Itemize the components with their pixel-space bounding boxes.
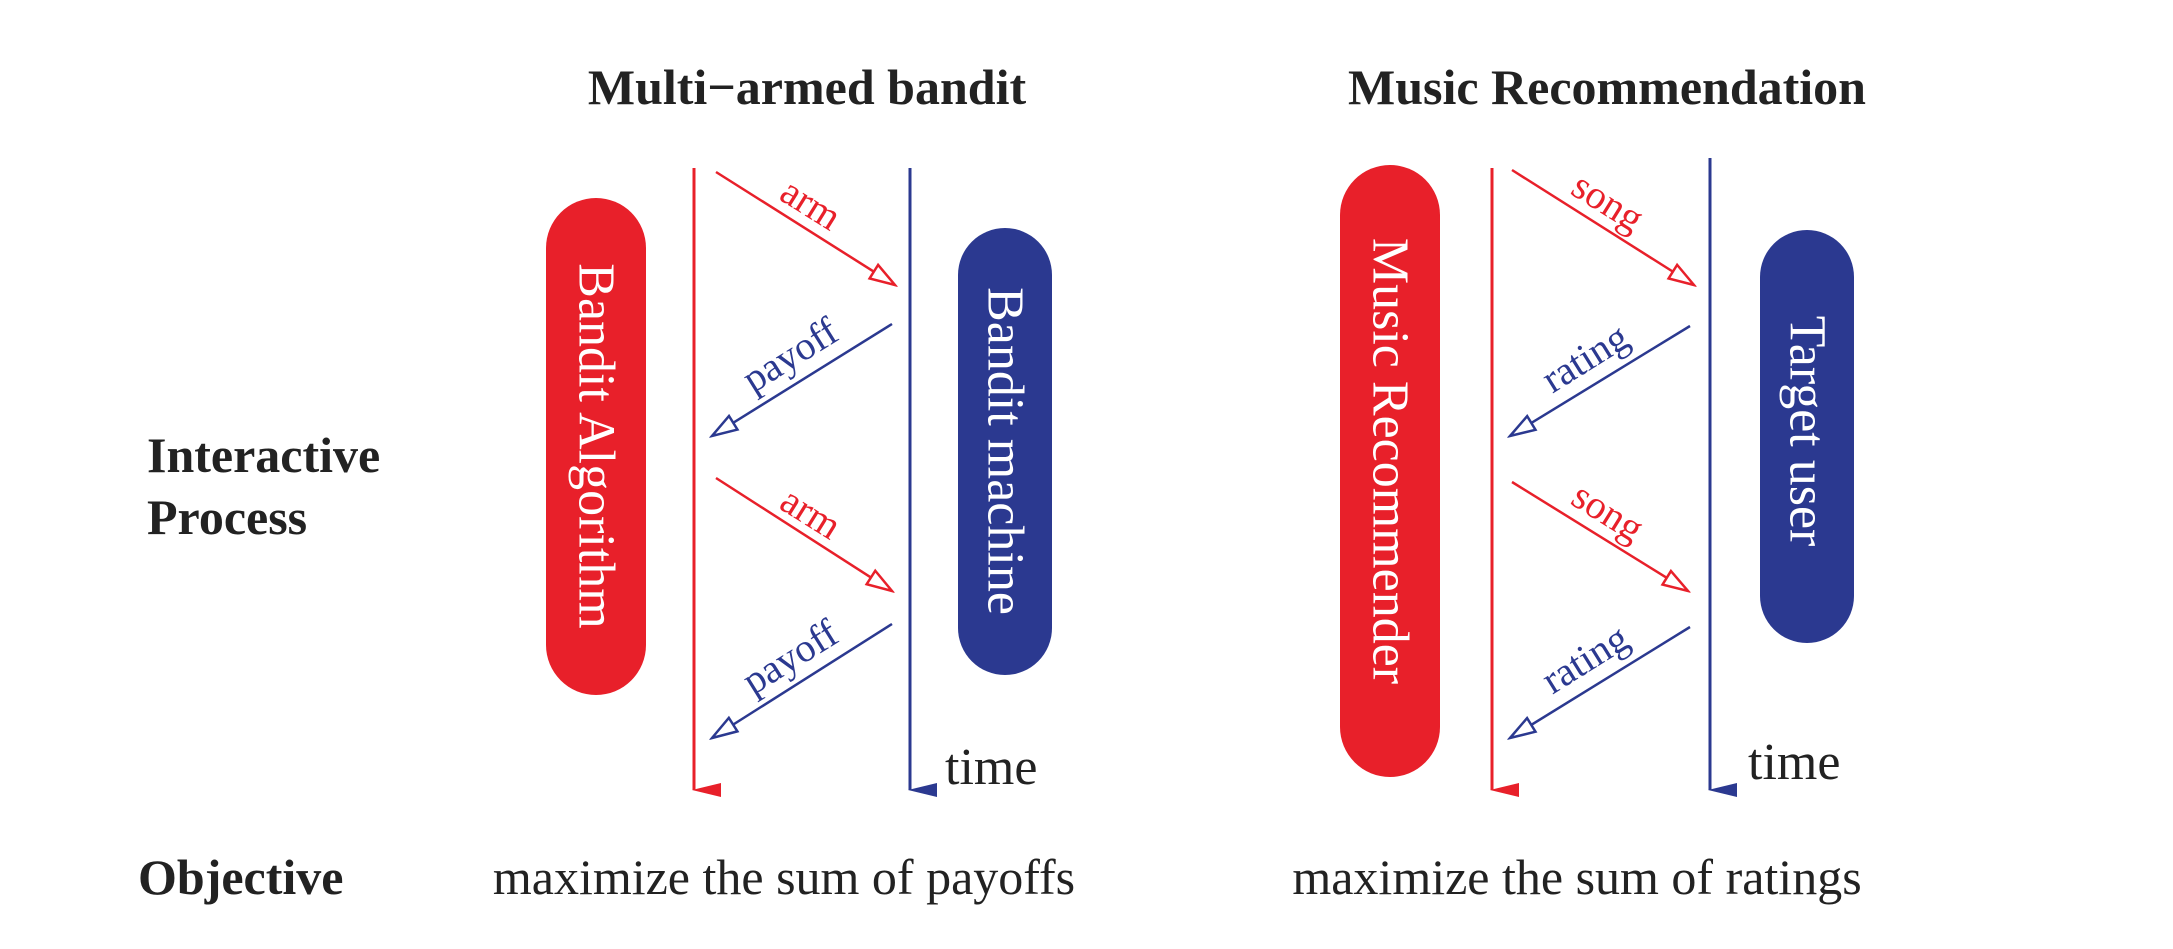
row-label-interactive: Interactive <box>147 427 380 483</box>
rating-arrow-2 <box>1510 625 1691 738</box>
right-panel: Music Recommender Target user time song … <box>1292 158 1862 905</box>
left-panel: Bandit Algorithm Bandit machine time arm… <box>493 168 1075 905</box>
agent-pill-music-recommender <box>1340 165 1440 777</box>
arm-label-2: arm <box>773 477 850 548</box>
time-label: time <box>945 739 1037 796</box>
rating-arrow-1 <box>1510 324 1691 436</box>
row-label-objective: Objective <box>138 849 343 905</box>
agent-pill-bandit-algorithm <box>546 198 646 695</box>
agent-label-bandit-algorithm: Bandit Algorithm <box>568 263 625 628</box>
song-arrow-2 <box>1511 480 1688 591</box>
arm-arrow-1 <box>715 170 895 285</box>
objective-right: maximize the sum of ratings <box>1292 849 1861 905</box>
rating-label-2: rating <box>1533 615 1636 703</box>
payoff-arrow-1 <box>712 322 893 436</box>
agent-label-music-recommender: Music Recommender <box>1362 238 1419 684</box>
environment-pill-target-user <box>1760 230 1854 643</box>
environment-label-target-user: Target user <box>1779 316 1836 547</box>
objective-left: maximize the sum of payoffs <box>493 849 1075 905</box>
song-arrow-1 <box>1511 168 1694 285</box>
arm-label-1: arm <box>773 168 850 239</box>
payoff-arrow-2 <box>712 622 893 738</box>
arm-arrow-2 <box>715 476 892 591</box>
environment-label-bandit-machine: Bandit machine <box>977 287 1034 615</box>
heading-multi-armed-bandit: Multi−armed bandit <box>588 59 1027 115</box>
song-label-2: song <box>1564 472 1652 550</box>
heading-music-recommendation: Music Recommendation <box>1348 59 1866 115</box>
rating-label-1: rating <box>1533 314 1636 402</box>
row-label-process: Process <box>147 489 307 545</box>
time-label: time <box>1748 734 1840 791</box>
environment-pill-bandit-machine <box>958 228 1052 675</box>
song-label-1: song <box>1564 162 1652 240</box>
